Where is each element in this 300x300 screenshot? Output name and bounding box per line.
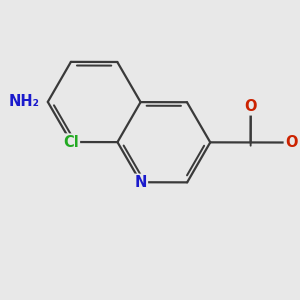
Text: Cl: Cl <box>63 134 79 149</box>
Text: O: O <box>244 99 257 114</box>
Text: N: N <box>135 175 147 190</box>
Text: NH₂: NH₂ <box>9 94 40 110</box>
Text: O: O <box>285 135 297 150</box>
